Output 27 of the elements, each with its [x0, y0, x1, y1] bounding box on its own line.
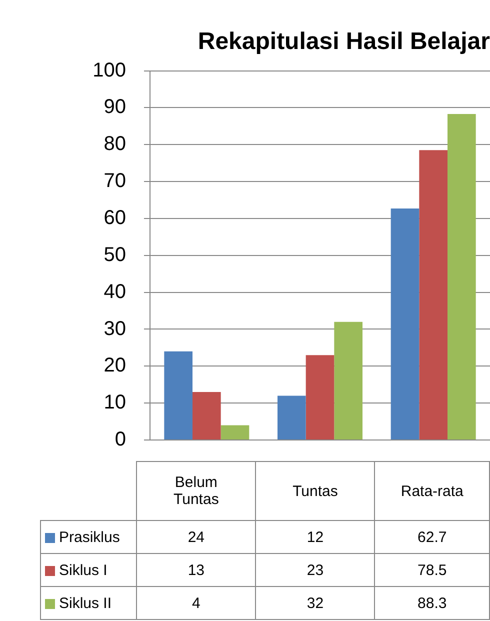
data-label: 62.7 [374, 520, 490, 554]
data-label: 12 [256, 520, 375, 554]
y-tick-label: 30 [104, 318, 126, 340]
data-label: 88.3 [374, 586, 490, 620]
legend-label: Prasiklus [40, 520, 137, 554]
legend-label: Siklus I [40, 554, 137, 586]
y-tick-label: 0 [114, 428, 126, 451]
y-tick-label: 40 [104, 280, 126, 303]
x-tick-label: Tuntas [256, 462, 375, 520]
legend-label: Siklus II [40, 586, 137, 620]
x-tick-label: Belum Tuntas [136, 462, 256, 520]
chart-title: Rekapitulasi Hasil Belajar [198, 28, 490, 56]
data-label: 24 [136, 520, 256, 554]
y-tick-label: 50 [104, 244, 126, 266]
y-tick-label: 20 [104, 354, 126, 377]
y-tick-label: 10 [104, 392, 126, 414]
y-tick-label: 80 [104, 133, 126, 156]
data-label: 32 [256, 586, 375, 620]
data-label: 78.5 [374, 554, 490, 586]
data-label: 4 [136, 586, 256, 620]
data-label: 13 [136, 554, 256, 586]
y-tick-label: 100 [92, 59, 126, 82]
y-tick-label: 60 [104, 206, 126, 229]
y-tick-label: 70 [104, 170, 126, 192]
y-tick-label: 90 [104, 96, 126, 118]
x-tick-label: Rata-rata [374, 462, 490, 520]
data-label: 23 [256, 554, 375, 586]
